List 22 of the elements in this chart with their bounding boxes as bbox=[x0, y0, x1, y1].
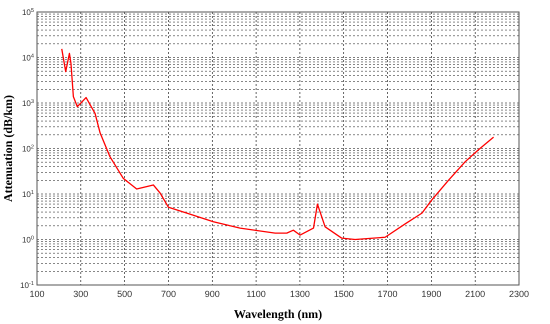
x-tick-label: 1900 bbox=[421, 289, 442, 299]
x-tick-label: 2100 bbox=[465, 289, 486, 299]
y-tick-label: 10$^{3}$ bbox=[22, 99, 34, 108]
x-tick-label: 700 bbox=[160, 289, 176, 299]
x-tick-label: 2300 bbox=[508, 289, 530, 299]
x-tick-label: 500 bbox=[117, 289, 132, 299]
x-tick-label: 100 bbox=[29, 289, 45, 299]
x-tick-label: 300 bbox=[73, 289, 88, 299]
y-tick-label: 10$^{-1}$ bbox=[20, 281, 34, 290]
x-axis-title: Wavelength (nm) bbox=[234, 307, 322, 321]
y-tick-label: 10$^{1}$ bbox=[22, 190, 34, 199]
y-tick-label: 10$^{0}$ bbox=[22, 236, 34, 244]
x-tick-label: 1700 bbox=[378, 289, 398, 299]
x-tick-label: 900 bbox=[204, 289, 220, 299]
y-tick-label: 10$^{2}$ bbox=[22, 144, 34, 154]
x-tick-label: 1100 bbox=[246, 289, 266, 299]
line-series bbox=[61, 48, 494, 240]
y-tick-label: 10$^{4}$ bbox=[22, 54, 34, 62]
x-tick-label: 1300 bbox=[290, 289, 310, 299]
x-tick-label: 1500 bbox=[334, 289, 354, 299]
y-axis-title: Attenuation (dB/km) bbox=[1, 94, 15, 202]
y-tick-label: 10$^{5}$ bbox=[22, 8, 34, 17]
